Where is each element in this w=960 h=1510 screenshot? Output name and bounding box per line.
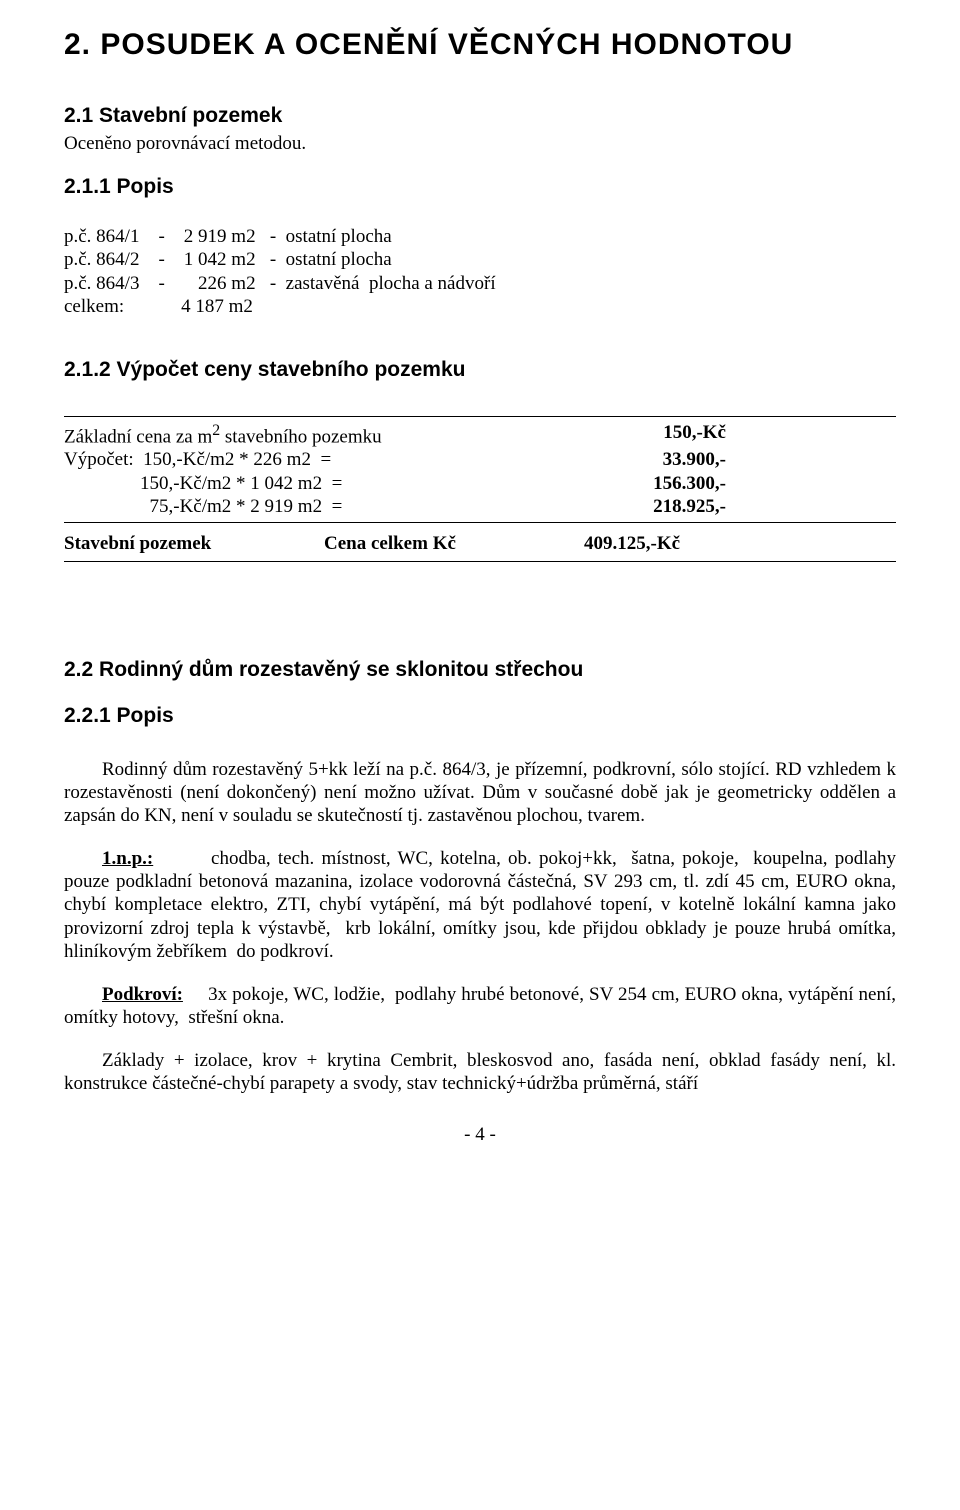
attic-label: Podkroví:	[102, 984, 183, 1005]
base-price-row: Základní cena za m2 stavebního pozemku 1…	[64, 421, 896, 449]
body-paragraph: 1.n.p.: chodba, tech. místnost, WC, kote…	[64, 847, 896, 963]
calc-row: 75,-Kč/m2 * 2 919 m2 = 218.925,-	[64, 495, 896, 518]
result-label: Stavební pozemek	[64, 531, 324, 557]
page-number: - 4 -	[64, 1124, 896, 1146]
result-mid: Cena celkem Kč	[324, 531, 584, 557]
parcel-row: celkem: 4 187 m2	[64, 295, 896, 318]
floor-label: 1.n.p.:	[102, 848, 153, 869]
document-page: 2. POSUDEK A OCENĚNÍ VĚCNÝCH HODNOTOU 2.…	[0, 0, 960, 1186]
section-2-2-heading: 2.2 Rodinný dům rozestavěný se sklonitou…	[64, 658, 896, 682]
section-2-2-1-heading: 2.2.1 Popis	[64, 704, 896, 728]
attic-body: 3x pokoje, WC, lodžie, podlahy hrubé bet…	[64, 984, 901, 1028]
parcel-row: p.č. 864/1 - 2 919 m2 - ostatní plocha	[64, 225, 896, 248]
floor-body: chodba, tech. místnost, WC, kotelna, ob.…	[64, 848, 906, 962]
parcel-list: p.č. 864/1 - 2 919 m2 - ostatní plocha p…	[64, 225, 896, 318]
parcel-row: p.č. 864/3 - 226 m2 - zastavěná plocha a…	[64, 272, 896, 295]
calc-left: 75,-Kč/m2 * 2 919 m2 =	[64, 495, 342, 518]
calc-row: 150,-Kč/m2 * 1 042 m2 = 156.300,-	[64, 472, 896, 495]
method-line: Oceněno porovnávací metodou.	[64, 132, 896, 155]
result-value: 409.125,-Kč	[584, 531, 896, 557]
section-2-1-2-heading: 2.1.2 Výpočet ceny stavebního pozemku	[64, 358, 896, 382]
calc-row: Výpočet: 150,-Kč/m2 * 226 m2 = 33.900,-	[64, 448, 896, 471]
calc-left: 150,-Kč/m2 * 1 042 m2 =	[64, 472, 342, 495]
base-price-label: Základní cena za m	[64, 426, 212, 447]
base-price-sup: 2	[212, 422, 220, 439]
section-2-1-heading: 2.1 Stavební pozemek	[64, 104, 896, 128]
body-paragraph: Podkroví: 3x pokoje, WC, lodžie, podlahy…	[64, 983, 896, 1029]
calc-right: 156.300,-	[653, 472, 896, 495]
base-price-after: stavebního pozemku	[220, 426, 381, 447]
parcel-row: p.č. 864/2 - 1 042 m2 - ostatní plocha	[64, 248, 896, 271]
title-h1: 2. POSUDEK A OCENĚNÍ VĚCNÝCH HODNOTOU	[64, 28, 896, 62]
body-paragraph: Rodinný dům rozestavěný 5+kk leží na p.č…	[64, 758, 896, 828]
calc-right: 33.900,-	[663, 448, 896, 471]
calc-right: 218.925,-	[653, 495, 896, 518]
body-paragraph: Základy + izolace, krov + krytina Cembri…	[64, 1049, 896, 1095]
base-price-value: 150,-Kč	[663, 421, 896, 449]
section-2-1-1-heading: 2.1.1 Popis	[64, 175, 896, 199]
calc-left: Výpočet: 150,-Kč/m2 * 226 m2 =	[64, 448, 331, 471]
result-row: Stavební pozemek Cena celkem Kč 409.125,…	[64, 531, 896, 557]
